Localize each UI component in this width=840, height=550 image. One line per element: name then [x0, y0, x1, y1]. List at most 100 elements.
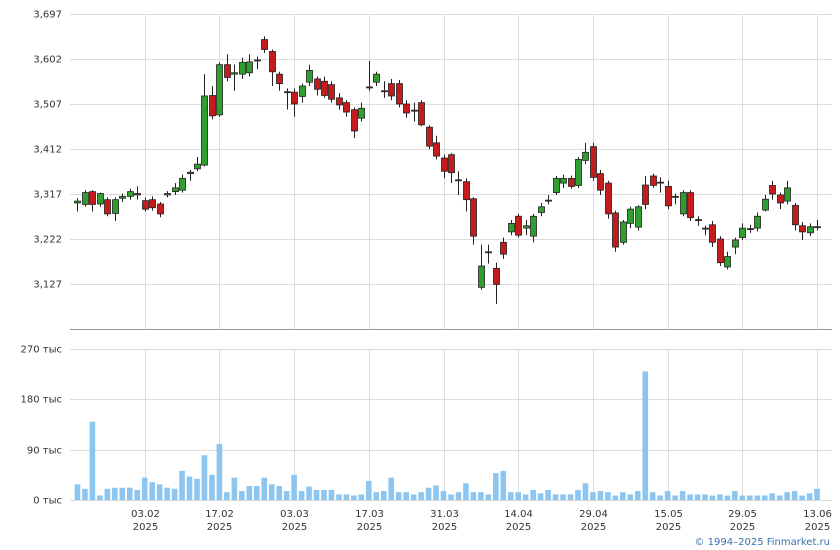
candle-body: [709, 224, 716, 243]
candle-body: [306, 69, 313, 83]
volume-bar: [537, 493, 544, 500]
candle-body: [687, 192, 694, 219]
volume-bar: [149, 482, 155, 500]
volume-bar: [156, 484, 163, 500]
volume-bar: [470, 492, 477, 500]
x-tick-year: 2025: [207, 522, 232, 533]
candle-body: [261, 39, 268, 50]
volume-bar: [418, 492, 424, 500]
volume-bar: [246, 486, 253, 500]
volume-bar: [612, 495, 619, 500]
x-tick-year: 2025: [656, 522, 681, 533]
volume-bar: [224, 492, 230, 500]
candle-body: [74, 200, 81, 204]
x-tick-label: 03.03: [280, 509, 309, 520]
candle-body: [665, 186, 672, 207]
x-tick-label: 29.05: [728, 509, 757, 520]
volume-bar: [104, 488, 111, 500]
candle-body: [597, 173, 604, 191]
candle-body: [119, 195, 126, 199]
volume-bar: [717, 494, 723, 500]
volume-bar: [298, 491, 305, 500]
candle-body: [523, 225, 530, 229]
candle-body: [112, 199, 119, 214]
candle-body: [299, 85, 306, 97]
volume-bar: [463, 483, 469, 500]
y-tick-label: 3,412: [33, 145, 62, 156]
volume-bar: [336, 494, 342, 500]
volume-bar: [552, 494, 559, 500]
x-tick-label: 13.06: [803, 509, 832, 520]
volume-bar: [328, 489, 335, 500]
volume-bar: [74, 484, 81, 500]
x-tick-year: 2025: [133, 522, 158, 533]
candle-body: [620, 221, 627, 243]
volume-bar: [97, 495, 103, 500]
volume-bar: [164, 487, 170, 500]
volume-bar: [672, 495, 678, 500]
volume-bar: [687, 494, 693, 500]
candle-body: [485, 251, 492, 254]
candle-body: [627, 208, 634, 224]
candle-body: [530, 215, 537, 237]
candle-body: [470, 198, 477, 237]
volume-bar: [373, 492, 380, 500]
volume-bar: [814, 488, 820, 500]
y-tick-label: 270 тыс: [21, 345, 62, 356]
x-tick-year: 2025: [506, 522, 531, 533]
volume-bar: [739, 495, 746, 500]
volume-bar: [216, 444, 223, 500]
candle-body: [680, 192, 687, 215]
candle-body: [231, 72, 238, 75]
candle-body: [201, 95, 208, 166]
volume-bar: [231, 477, 238, 500]
volume-bar: [410, 494, 417, 500]
volume-bar: [507, 492, 514, 500]
volume-bar: [171, 488, 178, 500]
volume-bar: [186, 476, 193, 500]
volume-bar: [724, 495, 731, 500]
candle-body: [455, 179, 462, 182]
volume-bar: [664, 491, 671, 500]
candle-body: [276, 73, 283, 85]
volume-bar: [784, 492, 790, 500]
candle-body: [575, 159, 582, 186]
candle-body: [441, 157, 448, 172]
candle-body: [553, 177, 560, 193]
candle-body: [724, 256, 731, 268]
y-tick-label: 3,507: [33, 100, 62, 111]
x-tick-label: 17.02: [205, 509, 234, 520]
volume-bar: [732, 491, 738, 500]
volume-bar: [545, 489, 551, 500]
x-tick-label: 31.03: [430, 509, 459, 520]
candle-body: [747, 228, 754, 230]
x-tick-year: 2025: [805, 522, 830, 533]
candle-body: [291, 91, 298, 105]
candle-body: [358, 107, 365, 119]
volume-bar: [560, 494, 566, 500]
volume-bar: [575, 489, 581, 500]
volume-bar: [321, 489, 327, 500]
x-tick-label: 03.02: [131, 509, 160, 520]
volume-bar: [403, 492, 409, 500]
volume-bar: [478, 492, 484, 500]
candle-body: [777, 194, 784, 204]
volume-bar: [179, 470, 185, 500]
volume-bar: [433, 485, 439, 500]
volume-bar: [358, 494, 365, 500]
volume-bar: [642, 371, 649, 500]
candle-body: [560, 177, 567, 184]
credit: © 1994–2025 Finmarket.ru: [694, 537, 830, 548]
candle-body: [732, 239, 739, 248]
volume-bar: [343, 494, 350, 500]
candle-body: [538, 206, 545, 213]
candle-body: [493, 267, 500, 285]
candle-body: [500, 241, 507, 255]
volume-bar: [455, 492, 462, 500]
candle-body: [314, 78, 321, 90]
volume-bar: [313, 489, 320, 500]
x-tick-label: 17.03: [355, 509, 384, 520]
candle-body: [209, 95, 216, 117]
volume-bar: [291, 474, 297, 500]
